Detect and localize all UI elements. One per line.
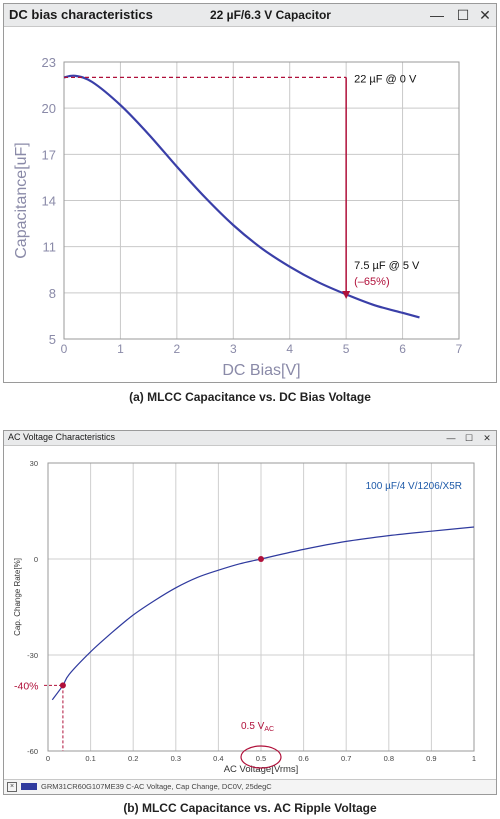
x-tick-label: 3 — [230, 342, 237, 356]
y-tick-label: 14 — [42, 194, 56, 209]
close-button[interactable]: ✕ — [479, 6, 491, 23]
x-axis-label: AC Voltage[Vrms] — [224, 764, 299, 775]
maximize-button[interactable]: ☐ — [456, 6, 470, 23]
close-button[interactable]: ✕ — [483, 432, 491, 443]
x-tick-label: 0.7 — [341, 754, 351, 763]
y-axis-label: Capacitance[uF] — [13, 142, 30, 259]
ac-voltage-chart: 0 0.1 0.2 0.3 0.4 0.5 0.6 0.7 0.8 0.9 1 -60 -30 0 30 AC… — [13, 459, 476, 775]
annotation-label: 22 µF @ 0 V — [354, 73, 417, 85]
y-tick-label: 11 — [43, 240, 57, 255]
y-tick-label: 8 — [49, 286, 56, 301]
x-tick-label: 0.9 — [426, 754, 436, 763]
annotation-subscript: AC — [264, 726, 274, 733]
series-line — [51, 526, 475, 701]
ac-voltage-caption: (b) MLCC Capacitance vs. AC Ripple Volta… — [123, 801, 377, 815]
x-tick-label: 0.6 — [298, 754, 308, 763]
legend-swatch — [21, 783, 37, 790]
drop-arrow-head — [342, 290, 351, 299]
minimize-button[interactable]: — — [446, 433, 456, 443]
y-axis-label: Cap. Change Rate[%] — [13, 558, 22, 636]
annotation-label: 0.5 VAC — [241, 721, 274, 733]
dc-bias-caption: (a) MLCC Capacitance vs. DC Bias Voltage — [129, 390, 371, 404]
y-tick-label: 30 — [30, 459, 38, 468]
x-tick-label: 0.2 — [128, 754, 138, 763]
plot-frame — [63, 61, 460, 340]
x-tick-label: 1 — [472, 754, 476, 763]
dc-bias-titlebar: DC bias characteristics 22 µF/6.3 V Capa… — [4, 4, 496, 27]
x-tick-label: 6 — [399, 342, 406, 356]
y-tick-label: -30 — [27, 651, 38, 660]
highlight-ellipse — [240, 745, 282, 769]
x-tick-label: 0.1 — [85, 754, 95, 763]
legend-text: GRM31CR60G107ME39 C-AC Voltage, Cap Chan… — [41, 782, 272, 791]
y-tick-label: -60 — [27, 747, 38, 756]
chart-subtitle: 100 µF/4 V/1206/X5R — [366, 481, 462, 492]
x-tick-label: 2 — [174, 342, 181, 356]
dc-bias-chart-subtitle: 22 µF/6.3 V Capacitor — [210, 8, 331, 22]
ac-voltage-window: AC Voltage Characteristics — ☐ ✕ 0 0.1 0.2… — [3, 430, 497, 795]
data-point-marker — [59, 682, 66, 689]
x-tick-label: 5 — [343, 342, 350, 356]
x-tick-label: 0.5 — [256, 754, 266, 763]
ac-voltage-window-title: AC Voltage Characteristics — [8, 432, 116, 442]
x-tick-label: 4 — [286, 342, 293, 356]
y-tick-label: 20 — [42, 101, 56, 116]
annotation-label: (–65%) — [354, 276, 389, 288]
series-line — [63, 74, 420, 319]
dc-bias-window: DC bias characteristics 22 µF/6.3 V Capa… — [3, 3, 497, 383]
annotation-label: 7.5 µF @ 5 V — [354, 260, 420, 272]
legend-bar: × GRM31CR60G107ME39 C-AC Voltage, Cap Ch… — [4, 779, 496, 794]
y-tick-label: 23 — [42, 55, 56, 70]
annotation-label: -40% — [14, 680, 39, 692]
data-point-marker — [258, 556, 264, 562]
x-tick-label: 7 — [456, 342, 463, 356]
x-tick-label: 0 — [46, 754, 50, 763]
x-tick-label: 0.4 — [213, 754, 223, 763]
x-tick-label: 0 — [61, 342, 68, 356]
minimize-button[interactable]: — — [430, 7, 444, 23]
x-axis-label: DC Bias[V] — [222, 362, 300, 379]
y-tick-label: 5 — [49, 332, 56, 347]
x-tick-label: 1 — [117, 342, 124, 356]
dc-bias-window-title: DC bias characteristics — [9, 7, 153, 22]
y-tick-label: 17 — [42, 147, 56, 162]
x-tick-label: 0.8 — [384, 754, 394, 763]
ac-voltage-titlebar: AC Voltage Characteristics — ☐ ✕ — [4, 431, 496, 446]
x-tick-label: 0.3 — [171, 754, 181, 763]
y-tick-label: 0 — [34, 555, 38, 564]
maximize-button[interactable]: ☐ — [464, 432, 474, 443]
legend-close-icon[interactable]: × — [7, 782, 17, 792]
plot-frame — [47, 462, 475, 752]
